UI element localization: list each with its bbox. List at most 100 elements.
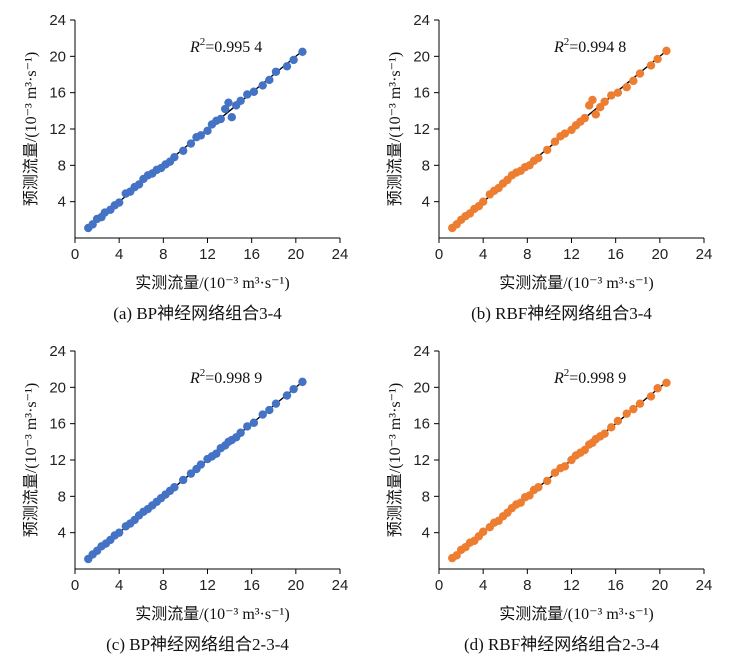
x-tick-label: 24 [696,246,713,263]
data-point [179,475,188,485]
data-point [653,384,662,393]
r-squared-value: =0.998 9 [569,370,626,387]
data-point [289,384,298,394]
x-tick-label: 20 [287,577,304,594]
y-tick-label: 20 [413,379,430,396]
data-point [282,391,292,400]
x-tick-label: 8 [159,246,167,263]
data-point [629,76,638,86]
r-squared-var: R [553,370,564,387]
x-tick-label: 24 [332,246,349,263]
data-point [196,131,206,140]
x-tick-label: 0 [435,577,443,594]
x-tick-label: 16 [607,577,624,594]
data-point [265,75,274,85]
data-point [543,145,552,155]
data-point [227,112,236,122]
x-tick-label: 16 [243,577,260,594]
r-squared-value: =0.995 4 [205,39,262,56]
y-tick-label: 4 [422,525,430,542]
data-point [646,61,656,70]
data-point [236,428,245,437]
y-tick-label: 8 [422,488,430,505]
x-tick-label: 4 [115,246,123,263]
data-point [600,97,609,106]
y-tick-label: 16 [413,416,430,433]
r-squared-sup: 2 [564,367,570,379]
y-axis-label: 预测流量/(10⁻³ m³·s⁻¹) [22,383,40,537]
data-point [196,460,206,469]
data-point [560,129,570,138]
data-point [170,483,179,492]
data-point [607,91,616,100]
scatter-plot-d: 0 4 8 12 16 20 24 4 8 12 16 20 24 R2=0.998 9 实测流量/(10⁻… [386,343,713,654]
x-tick-label: 4 [479,577,487,594]
data-point [236,96,245,106]
scatter-plot-b: 0 4 8 12 16 20 24 4 8 12 16 20 24 R2=0.994 8 实测流量/(10⁻… [386,12,713,323]
x-tick-label: 12 [563,246,580,263]
data-point [249,87,259,96]
x-tick-label: 12 [563,577,580,594]
data-point [114,528,124,537]
data-point [243,422,252,431]
y-tick-label: 24 [49,12,66,29]
data-point [622,83,631,92]
r-squared-annotation: R2=0.998 9 [189,367,262,387]
y-tick-label: 4 [58,194,66,211]
data-point [298,377,307,387]
r-squared-sup: 2 [200,36,206,48]
data-point [170,152,179,162]
x-tick-label: 0 [71,577,79,594]
data-point [282,62,292,71]
y-tick-label: 16 [413,85,430,102]
x-tick-label: 16 [243,246,260,263]
x-tick-label: 8 [159,577,167,594]
r-squared-annotation: R2=0.995 4 [189,36,262,56]
data-point [478,527,488,536]
chart-panel-c: 0 4 8 12 16 20 24 4 8 12 16 20 24 R2=0.998 9 实测流量/(10⁻… [0,331,364,661]
x-tick-label: 20 [651,246,668,263]
data-point [591,110,600,119]
r-squared-var: R [553,39,564,56]
x-tick-label: 0 [435,246,443,263]
data-point [249,418,259,427]
chart-caption: (a) BP神经网络组合3-4 [113,304,282,323]
y-tick-label: 12 [413,452,430,469]
chart-caption: (d) RBF神经网络组合2-3-4 [464,635,660,654]
r-squared-var: R [189,39,200,56]
r-squared-value: =0.994 8 [569,39,626,56]
y-tick-label: 24 [413,12,430,29]
data-point [114,198,124,207]
data-point [216,114,225,124]
y-tick-label: 12 [49,452,66,469]
y-tick-label: 24 [413,343,430,360]
x-tick-label: 24 [696,577,713,594]
data-point [653,54,662,64]
y-tick-label: 8 [58,488,66,505]
x-tick-label: 8 [523,577,531,594]
x-tick-label: 24 [332,577,349,594]
data-point [289,55,298,65]
data-point [179,146,188,155]
y-tick-label: 16 [49,85,66,102]
data-point [265,405,274,415]
x-tick-label: 8 [523,246,531,263]
data-point [186,139,196,148]
data-point [600,429,609,438]
x-axis-label: 实测流量/(10⁻³ m³·s⁻¹) [499,274,653,292]
data-point [271,399,281,408]
data-point [298,47,307,56]
data-point [622,409,631,418]
data-point [258,410,267,419]
y-axis-label: 预测流量/(10⁻³ m³·s⁻¹) [386,383,404,537]
data-point [203,126,212,136]
data-point [662,46,671,56]
chart-caption: (c) BP神经网络组合2-3-4 [106,635,289,654]
x-axis-label: 实测流量/(10⁻³ m³·s⁻¹) [135,274,289,292]
y-tick-label: 20 [413,48,430,65]
x-axis-label: 实测流量/(10⁻³ m³·s⁻¹) [135,605,289,623]
r-squared-sup: 2 [200,367,206,379]
data-point [534,483,543,492]
r-squared-annotation: R2=0.994 8 [553,36,626,56]
data-point [258,81,267,90]
